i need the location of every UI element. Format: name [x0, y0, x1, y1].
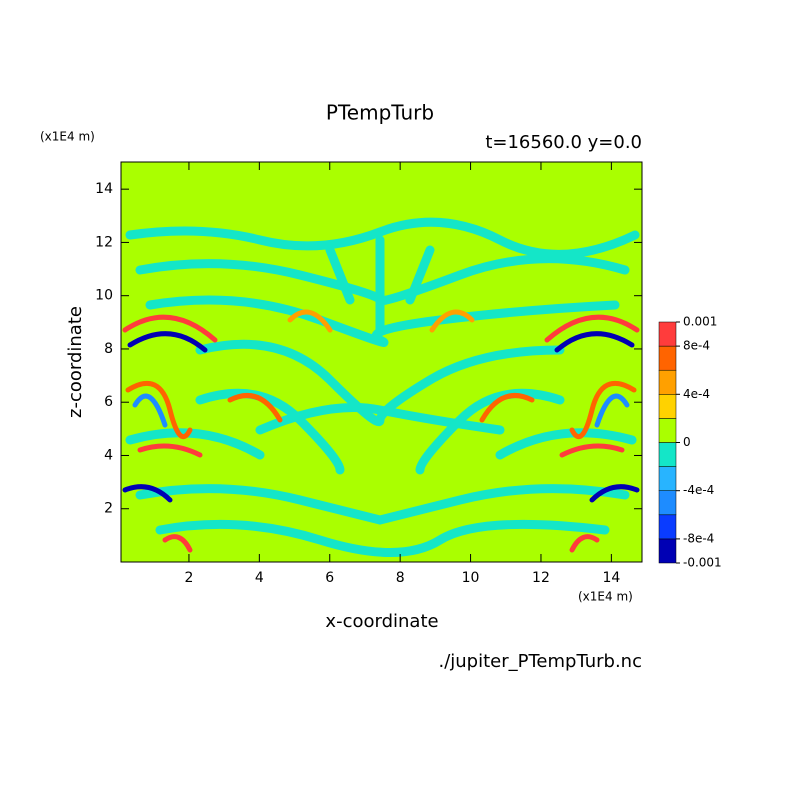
- colorbar-band: [658, 321, 677, 347]
- colorbar-band: [658, 345, 677, 371]
- x-units: (x1E4 m): [578, 590, 633, 604]
- y-tick-label: 10: [95, 288, 113, 304]
- colorbar-band: [658, 514, 677, 540]
- y-tick-label: 12: [95, 234, 113, 250]
- footer: ./jupiter_PTempTurb.nc: [438, 651, 642, 672]
- y-units: (x1E4 m): [40, 130, 95, 144]
- x-tick-label: 4: [255, 570, 264, 586]
- x-tick-label: 6: [325, 570, 334, 586]
- colorbar-tick-label: 0.001: [683, 315, 717, 329]
- x-tick-label: 12: [532, 570, 550, 586]
- colorbar-tick-label: -8e-4: [683, 531, 714, 545]
- x-axis-label: x-coordinate: [325, 611, 438, 632]
- y-tick-label: 8: [104, 341, 113, 357]
- colorbar-band: [658, 394, 677, 419]
- plot-frame: [120, 161, 643, 563]
- colorbar-tick-label: -4e-4: [683, 483, 714, 497]
- x-tick-label: 8: [396, 570, 405, 586]
- x-tick-label: 14: [602, 570, 620, 586]
- colorbar-band: [658, 418, 677, 443]
- y-tick-label: 6: [104, 394, 113, 410]
- colorbar-band: [658, 490, 677, 516]
- y-tick-label: 14: [95, 181, 113, 197]
- colorbar-band: [658, 442, 677, 467]
- contour-field: [121, 162, 642, 562]
- colorbar-tick-label: 0: [683, 435, 691, 449]
- colorbar-band: [658, 538, 677, 564]
- colorbar-tick-label: -0.001: [683, 556, 722, 570]
- x-tick-label: 10: [462, 570, 480, 586]
- y-axis-label: z-coordinate: [65, 306, 86, 418]
- colorbar-band: [658, 369, 677, 395]
- colorbar-band: [658, 466, 677, 491]
- y-tick-label: 2: [104, 501, 113, 517]
- y-tick-label: 4: [104, 447, 113, 463]
- subtitle: t=16560.0 y=0.0: [485, 132, 642, 153]
- colorbar-tick-label: 8e-4: [683, 339, 710, 353]
- colorbar-tick-label: 4e-4: [683, 387, 710, 401]
- x-tick-label: 2: [184, 570, 193, 586]
- chart-title: PTempTurb: [326, 101, 434, 125]
